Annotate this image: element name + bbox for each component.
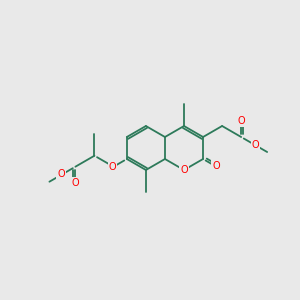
Text: O: O xyxy=(212,161,220,171)
Text: O: O xyxy=(180,165,188,175)
Text: O: O xyxy=(237,116,245,126)
Text: O: O xyxy=(109,162,116,172)
Text: O: O xyxy=(252,140,259,150)
Text: O: O xyxy=(57,169,65,179)
Text: O: O xyxy=(72,178,79,188)
